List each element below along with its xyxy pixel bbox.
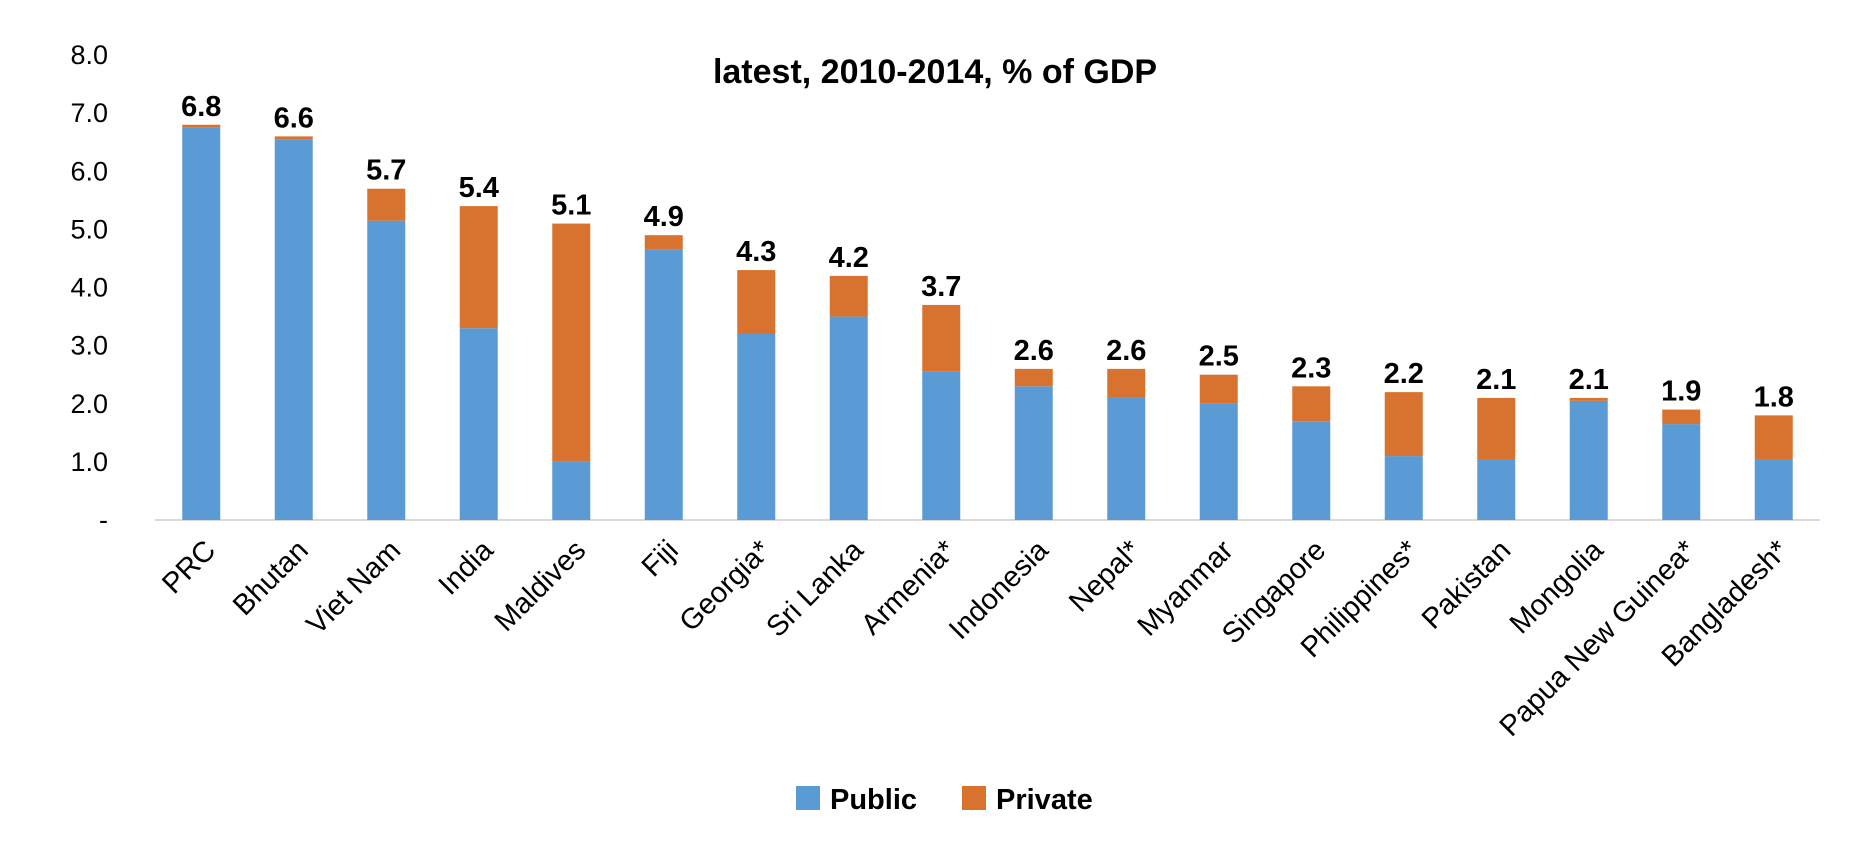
bar-public-papua-new-guinea bbox=[1662, 424, 1701, 520]
bar-public-sri-lanka bbox=[829, 316, 868, 520]
bar-private-armenia bbox=[922, 304, 961, 372]
bar-public-singapore bbox=[1292, 421, 1331, 520]
bar-private-pakistan bbox=[1477, 397, 1516, 459]
x-tick-label-india: India bbox=[433, 534, 501, 602]
bar-public-myanmar bbox=[1199, 403, 1238, 520]
bar-private-bangladesh bbox=[1754, 415, 1793, 459]
bars bbox=[182, 124, 1793, 520]
y-tick-label: 4.0 bbox=[70, 273, 108, 303]
bar-private-nepal bbox=[1107, 368, 1146, 398]
bar-public-bhutan bbox=[274, 139, 313, 520]
bar-public-maldives bbox=[552, 461, 591, 520]
bar-public-nepal bbox=[1107, 397, 1146, 520]
bar-private-maldives bbox=[552, 223, 591, 462]
bar-public-viet-nam bbox=[367, 220, 406, 520]
y-tick-label: 6.0 bbox=[70, 156, 108, 186]
bar-private-myanmar bbox=[1199, 374, 1238, 404]
x-tick-label-pakistan: Pakistan bbox=[1416, 534, 1517, 635]
bar-public-fiji bbox=[644, 249, 683, 520]
total-label-india: 5.4 bbox=[459, 172, 499, 204]
total-label-fiji: 4.9 bbox=[644, 201, 684, 233]
y-tick-label: 2.0 bbox=[70, 389, 108, 419]
bar-private-india bbox=[459, 206, 498, 329]
bar-private-papua-new-guinea bbox=[1662, 409, 1701, 425]
total-label-georgia: 4.3 bbox=[736, 236, 776, 268]
x-tick-label-viet-nam: Viet Nam bbox=[301, 534, 408, 641]
bar-private-mongolia bbox=[1569, 397, 1608, 401]
total-label-mongolia: 2.1 bbox=[1569, 364, 1609, 396]
y-tick-label: 1.0 bbox=[70, 447, 108, 477]
x-tick-label-sri-lanka: Sri Lanka bbox=[760, 534, 870, 644]
total-label-philippines: 2.2 bbox=[1384, 358, 1424, 390]
x-tick-label-fiji: Fiji bbox=[636, 534, 685, 583]
bar-private-fiji bbox=[644, 235, 683, 250]
y-tick-label: 7.0 bbox=[70, 98, 108, 128]
bar-private-singapore bbox=[1292, 386, 1331, 422]
x-tick-label-indonesia: Indonesia bbox=[943, 534, 1055, 646]
bar-public-philippines bbox=[1384, 456, 1423, 520]
chart-title: latest, 2010-2014, % of GDP bbox=[713, 53, 1157, 91]
bar-private-philippines bbox=[1384, 392, 1423, 457]
bar-public-india bbox=[459, 328, 498, 520]
total-label-pakistan: 2.1 bbox=[1476, 364, 1516, 396]
x-tick-label-maldives: Maldives bbox=[489, 534, 593, 638]
total-label-papua-new-guinea: 1.9 bbox=[1661, 376, 1701, 408]
legend-swatch-private bbox=[962, 786, 986, 810]
bar-private-viet-nam bbox=[367, 188, 406, 221]
bar-private-sri-lanka bbox=[829, 275, 868, 317]
bar-public-pakistan bbox=[1477, 458, 1516, 520]
legend-label-private: Private bbox=[996, 784, 1093, 816]
x-tick-label-bhutan: Bhutan bbox=[227, 534, 315, 622]
total-label-bangladesh: 1.8 bbox=[1754, 381, 1794, 413]
bar-public-indonesia bbox=[1014, 386, 1053, 520]
legend-label-public: Public bbox=[830, 784, 917, 816]
y-tick-label: 3.0 bbox=[70, 331, 108, 361]
legend-swatch-public bbox=[796, 786, 820, 810]
total-label-myanmar: 2.5 bbox=[1199, 341, 1239, 373]
total-label-armenia: 3.7 bbox=[921, 271, 961, 303]
bar-public-georgia bbox=[737, 334, 776, 520]
x-tick-label-nepal: Nepal* bbox=[1063, 534, 1147, 618]
total-label-maldives: 5.1 bbox=[551, 190, 591, 222]
bar-private-indonesia bbox=[1014, 368, 1053, 387]
bar-private-bhutan bbox=[274, 136, 313, 140]
bar-private-georgia bbox=[737, 270, 776, 334]
y-axis: - 1.0 2.0 3.0 4.0 5.0 6.0 7.0 8.0 bbox=[70, 40, 108, 535]
bar-public-mongolia bbox=[1569, 400, 1608, 520]
total-label-sri-lanka: 4.2 bbox=[829, 242, 869, 274]
bar-private-prc bbox=[182, 124, 221, 128]
total-label-indonesia: 2.6 bbox=[1014, 335, 1054, 367]
bar-public-armenia bbox=[922, 371, 961, 520]
y-tick-label: 8.0 bbox=[70, 40, 108, 70]
y-tick-label: 5.0 bbox=[70, 214, 108, 244]
data-labels: 6.8 6.6 5.7 5.4 5.1 4.9 4.3 4.2 3.7 2.6 2.6 2.5 2.3 2… bbox=[181, 91, 1794, 414]
total-label-viet-nam: 5.7 bbox=[366, 155, 406, 187]
bar-public-bangladesh bbox=[1754, 458, 1793, 520]
total-label-bhutan: 6.6 bbox=[274, 102, 314, 134]
y-tick-label: - bbox=[99, 505, 108, 535]
total-label-singapore: 2.3 bbox=[1291, 352, 1331, 384]
x-tick-label-prc: PRC bbox=[156, 534, 222, 600]
total-label-prc: 6.8 bbox=[181, 91, 221, 123]
bar-public-prc bbox=[182, 127, 221, 520]
total-label-nepal: 2.6 bbox=[1106, 335, 1146, 367]
legend: Public Private bbox=[796, 784, 1093, 816]
